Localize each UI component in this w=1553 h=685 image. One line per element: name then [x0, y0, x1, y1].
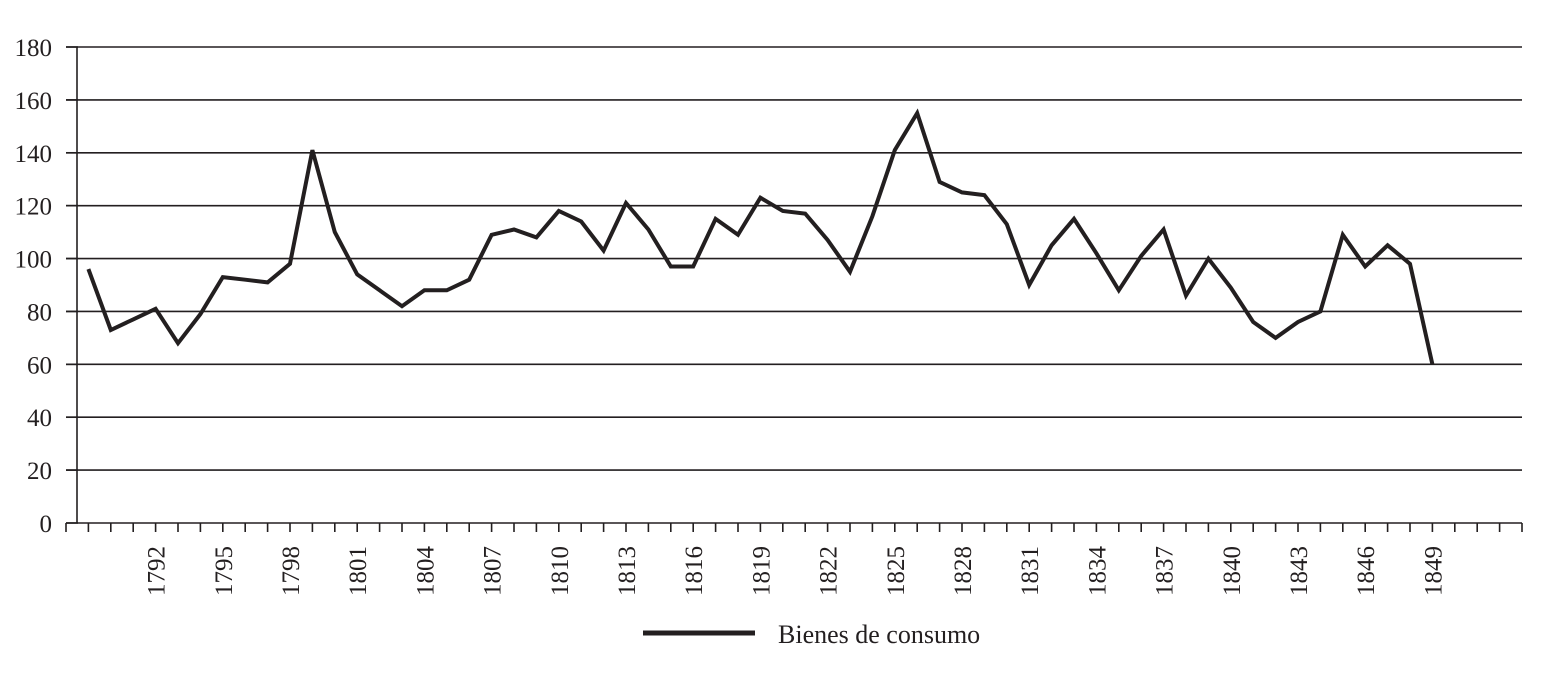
x-tick-label: 1801 — [345, 546, 372, 596]
x-tick-label: 1846 — [1353, 546, 1380, 596]
series-layer — [86, 108, 1435, 365]
y-axis-ticks: 0 20 40 60 80 100 120 140 160 180 — [15, 35, 78, 538]
gridlines — [66, 46, 1522, 471]
y-tick-label: 60 — [27, 352, 52, 379]
y-tick-label: 20 — [27, 458, 52, 485]
y-tick-label: 120 — [15, 194, 53, 221]
x-tick-label: 1831 — [1017, 546, 1044, 596]
x-tick-label: 1837 — [1152, 546, 1179, 596]
x-tick-label: 1849 — [1420, 546, 1447, 596]
x-tick-label: 1822 — [816, 546, 843, 596]
x-tick-label: 1828 — [950, 546, 977, 596]
x-tick-label: 1795 — [211, 546, 238, 596]
y-tick-label: 80 — [27, 299, 52, 326]
x-tick-label: 1810 — [547, 546, 574, 596]
legend: Bienes de consumo — [643, 620, 980, 649]
y-tick-label: 0 — [40, 511, 53, 538]
x-tick-label: 1834 — [1084, 546, 1111, 597]
x-tick-label: 1804 — [412, 546, 439, 597]
x-tick-label: 1798 — [278, 546, 305, 596]
y-tick-label: 140 — [15, 141, 53, 168]
y-tick-label: 100 — [15, 247, 53, 274]
x-tick-label: 1813 — [614, 546, 641, 596]
legend-label: Bienes de consumo — [778, 620, 980, 649]
axes — [66, 47, 1522, 524]
x-tick-label: 1807 — [480, 546, 507, 596]
y-tick-label: 160 — [15, 88, 53, 115]
x-tick-label: 1825 — [883, 546, 910, 596]
x-axis-ticks: 1792 1795 1798 1801 1804 1807 1810 1813 1816 1819… — [65, 523, 1523, 597]
x-tick-label: 1819 — [748, 546, 775, 596]
x-tick-label: 1816 — [681, 546, 708, 596]
series-line-bienes-de-consumo — [86, 108, 1435, 365]
x-tick-label: 1840 — [1219, 546, 1246, 596]
y-tick-label: 180 — [15, 35, 53, 62]
y-tick-label: 40 — [27, 405, 52, 432]
x-tick-label: 1843 — [1286, 546, 1313, 596]
x-tick-label: 1792 — [144, 546, 171, 596]
